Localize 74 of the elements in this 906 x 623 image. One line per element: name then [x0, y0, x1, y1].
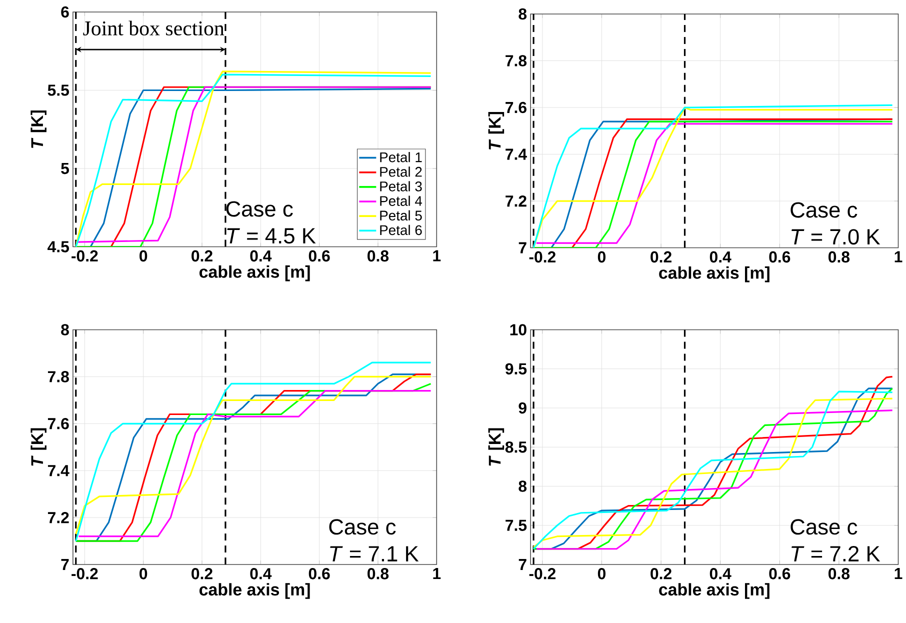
annotation: Case c [790, 202, 858, 218]
x-tick-label: -0.2 [529, 568, 556, 580]
legend-label: Petal 6 [380, 224, 422, 235]
x-tick-label: 0.4 [710, 568, 732, 580]
x-tick-label: 0.2 [192, 250, 212, 262]
x-tick-label: 0.8 [828, 251, 850, 262]
y-axis-title: T [K] [488, 428, 504, 466]
y-tick-label: 5.5 [48, 84, 69, 96]
x-axis-title: cable axis [m] [659, 582, 770, 599]
annotation: T = 4.5 K [227, 228, 316, 244]
y-tick-label: 7 [518, 558, 526, 570]
legend-label: Petal 4 [380, 195, 422, 206]
x-tick-label: -0.2 [72, 250, 98, 262]
y-tick-label: 5 [61, 162, 69, 174]
y-tick-label: 7.4 [48, 464, 70, 476]
x-tick-label: -0.2 [529, 251, 556, 262]
x-tick-label: -0.2 [72, 568, 98, 580]
x-tick-label: 0.2 [192, 568, 212, 580]
y-tick-label: 7.8 [506, 54, 527, 66]
y-tick-label: 4.5 [48, 240, 69, 252]
x-tick-label: 0.8 [828, 568, 850, 580]
y-tick-label: 9 [518, 402, 526, 414]
y-tick-label: 7.2 [506, 195, 526, 206]
legend-label: Petal 1 [380, 152, 422, 162]
x-tick-label: 0.6 [769, 251, 790, 262]
x-tick-label: 0.4 [250, 568, 272, 580]
legend-label: Petal 5 [380, 210, 422, 220]
x-axis-title: cable axis [m] [199, 582, 310, 599]
x-tick-label: 0.6 [308, 250, 330, 262]
x-tick-label: 0.8 [368, 568, 389, 580]
y-tick-label: 6 [61, 6, 69, 18]
y-axis-title: T [K] [30, 110, 46, 148]
annotation: Case c [790, 518, 858, 534]
x-tick-label: 1 [433, 250, 441, 262]
annotation: T = 7.0 K [792, 228, 880, 244]
y-tick-label: 7.5 [506, 520, 527, 531]
y-tick-label: 7.2 [48, 512, 69, 523]
y-tick-label: 7 [61, 558, 69, 570]
y-axis-title: T [K] [30, 428, 46, 466]
y-tick-label: 8 [518, 8, 527, 20]
legend-label: Petal 2 [380, 166, 422, 177]
x-tick-label: 0 [598, 251, 606, 262]
x-axis-title: cable axis [m] [199, 265, 310, 281]
x-tick-label: 0.2 [650, 251, 672, 262]
x-tick-label: 0.2 [650, 568, 672, 580]
y-tick-label: 7.8 [48, 370, 69, 382]
y-tick-label: 7.4 [506, 148, 527, 160]
y-tick-label: 9.5 [505, 362, 527, 374]
annotation: Case c [329, 518, 396, 534]
x-axis-title: cable axis [m] [659, 266, 770, 282]
x-tick-label: 1 [894, 568, 902, 579]
y-tick-label: 7 [518, 242, 526, 254]
x-tick-label: 0 [140, 568, 148, 580]
y-tick-label: 7.6 [506, 102, 526, 113]
y-axis-title: T [K] [488, 112, 504, 150]
annotation: T = 7.1 K [330, 546, 419, 562]
annotation: Case c [226, 200, 293, 216]
y-tick-label: 8 [61, 324, 69, 336]
annotation: T = 7.2 K [792, 546, 880, 562]
y-tick-label: 8 [518, 480, 527, 492]
x-tick-label: 0 [140, 250, 148, 262]
x-tick-label: 1 [433, 568, 441, 579]
x-tick-label: 0.8 [368, 250, 389, 262]
legend-label: Petal 3 [380, 180, 422, 192]
x-tick-label: 0 [598, 568, 606, 580]
y-tick-label: 7.6 [48, 418, 69, 430]
x-tick-label: 0.4 [250, 250, 272, 262]
y-tick-label: 10 [510, 324, 526, 336]
y-tick-label: 8.5 [505, 441, 527, 453]
x-tick-label: 0.6 [769, 568, 790, 580]
annotation: Joint box section [83, 20, 224, 36]
x-tick-label: 0.4 [710, 251, 732, 262]
x-tick-label: 1 [894, 251, 902, 262]
x-tick-label: 0.6 [308, 568, 330, 580]
